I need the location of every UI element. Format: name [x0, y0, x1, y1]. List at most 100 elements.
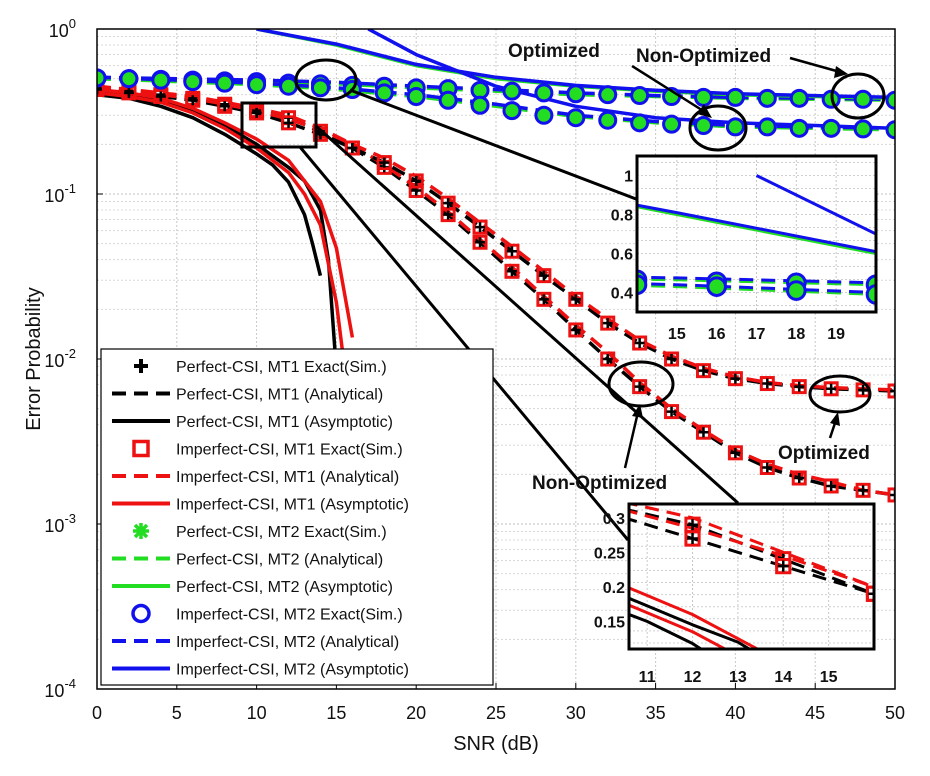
marker-square	[727, 445, 743, 461]
marker-circle	[566, 108, 586, 128]
inset-bottom: 11 12 13 14 15 0.3 0.25 0.2 0.15	[594, 502, 876, 686]
marker-plus	[730, 373, 741, 384]
marker-circle	[374, 83, 394, 103]
arrow-non-optimized-top	[789, 56, 848, 78]
marker-plus	[506, 246, 517, 257]
marker-circle	[821, 118, 841, 138]
marker-square	[684, 530, 701, 547]
legend-item: Imperfect-CSI, MT2 Exact(Sim.)	[131, 603, 403, 624]
legend-label: Perfect-CSI, MT1 Exact(Sim.)	[176, 359, 387, 376]
marker-square	[791, 379, 807, 395]
marker-plus	[411, 175, 422, 186]
legend-item: Perfect-CSI, MT2 Exact(Sim.)	[133, 523, 387, 541]
marker-plus	[762, 462, 773, 473]
x-axis-label: SNR (dB)	[453, 733, 539, 755]
marker-square	[217, 98, 233, 114]
marker-square	[855, 482, 871, 498]
marker-square	[153, 88, 169, 104]
x-tick-label: 5	[172, 703, 182, 723]
legend-label: Perfect-CSI, MT2 Exact(Sim.)	[176, 524, 387, 541]
inset-y-tick-label: 0.25	[594, 545, 625, 562]
marker-square	[823, 478, 839, 494]
marker-plus	[123, 87, 134, 98]
optimized-ellipse-top	[688, 104, 748, 152]
marker-square	[472, 219, 488, 235]
marker-square	[536, 291, 552, 307]
non-optimized-ellipse-bottom	[607, 360, 675, 408]
marker-circle	[706, 276, 727, 297]
marker-plus	[570, 324, 581, 335]
arrow-non-optimized-bottom	[623, 404, 643, 469]
inset-y-tick-label: 1	[624, 169, 633, 186]
legend-label: Imperfect-CSI, MT2 (Asymptotic)	[176, 662, 409, 679]
legend-label: Perfect-CSI, MT1 (Asymptotic)	[176, 414, 393, 431]
marker-plus	[602, 354, 613, 364]
marker-square	[695, 363, 711, 379]
marker-plus	[890, 489, 895, 500]
marker-plus	[97, 84, 102, 95]
inset-y-tick-label: 0.4	[611, 286, 633, 303]
zoom-ellipse-top	[294, 58, 358, 102]
legend-label: Imperfect-CSI, MT1 Exact(Sim.)	[176, 442, 403, 459]
marker-plus	[666, 354, 677, 364]
marker-square	[823, 381, 839, 397]
legend-item: Perfect-CSI, MT1 Exact(Sim.)	[134, 359, 387, 376]
marker-square	[759, 460, 775, 476]
legend-item: Imperfect-CSI, MT1 (Asymptotic)	[112, 497, 409, 514]
marker-plus	[347, 143, 358, 154]
x-tick-label: 25	[486, 703, 506, 723]
marker-circle	[406, 86, 426, 106]
annotation-optimized-top: Optimized	[508, 41, 600, 62]
annotation-non-optimized-top: Non-Optimized	[636, 46, 771, 67]
marker-square	[775, 558, 792, 575]
marker-plus	[475, 222, 486, 233]
marker-layer	[97, 68, 895, 503]
marker-circle	[757, 117, 777, 137]
inset-y-tick-label: 0.8	[611, 208, 633, 225]
marker-plus	[251, 107, 262, 118]
legend-item: Imperfect-CSI, MT2 (Analytical)	[112, 634, 399, 651]
inset-x-tick-label: 13	[729, 669, 747, 686]
annotation-optimized-bottom: Optimized	[778, 443, 870, 464]
marker-square	[408, 173, 424, 189]
inset-x-tick-label: 17	[748, 326, 766, 343]
inset-x-tick-label: 15	[668, 326, 686, 343]
marker-plus	[687, 533, 699, 545]
legend-box	[100, 348, 494, 686]
legend: Perfect-CSI, MT1 Exact(Sim.) Perfect-CSI,…	[100, 348, 494, 686]
marker-circle	[119, 69, 139, 89]
marker-circle	[279, 76, 299, 96]
marker-plus	[97, 82, 102, 93]
marker-plus	[219, 101, 230, 112]
marker-circle	[215, 73, 235, 93]
marker-square	[504, 263, 520, 279]
zoom-box-bottom	[240, 101, 318, 149]
marker-square	[600, 351, 616, 367]
marker-square	[376, 155, 392, 171]
marker-square	[791, 470, 807, 486]
marker-square	[472, 234, 488, 250]
legend-label: Perfect-CSI, MT1 (Analytical)	[176, 387, 383, 404]
x-axis-ticks: 0 5 10 15 20 25 30 35 40 45 50	[92, 683, 905, 723]
x-tick-label: 45	[805, 703, 825, 723]
inset-x-tick-label: 18	[787, 326, 805, 343]
marker-circle	[630, 86, 650, 106]
marker-square	[759, 376, 775, 392]
legend-item: Perfect-CSI, MT2 (Asymptotic)	[112, 579, 393, 596]
y-axis-label: Error Probability	[23, 287, 45, 430]
legend-label: Perfect-CSI, MT2 (Asymptotic)	[176, 579, 393, 596]
arrow-optimized-top	[631, 64, 712, 118]
legend-item: Perfect-CSI, MT1 (Asymptotic)	[112, 414, 393, 431]
inset-x-tick-label: 11	[639, 669, 656, 686]
marker-square	[727, 371, 743, 387]
marker-plus	[858, 485, 869, 496]
legend-item: Perfect-CSI, MT1 (Analytical)	[112, 387, 383, 404]
marker-square	[632, 379, 648, 395]
marker-circle	[566, 84, 586, 104]
marker-square	[440, 195, 456, 211]
y-axis-ticks: 10-4 10-3 10-2 10-1 100	[44, 16, 103, 701]
legend-label: Imperfect-CSI, MT2 (Analytical)	[176, 634, 399, 651]
marker-plus	[868, 588, 874, 600]
marker-circle	[725, 87, 745, 107]
